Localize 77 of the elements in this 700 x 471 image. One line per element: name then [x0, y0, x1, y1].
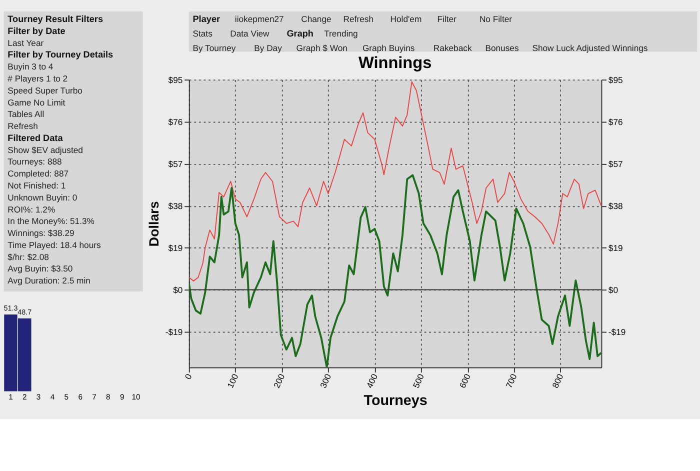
y2-tick-label: $57 — [608, 159, 624, 170]
x-tick-label: 3 — [36, 392, 41, 402]
x-tick-label: 500 — [410, 372, 426, 390]
text: Data View — [230, 28, 270, 38]
text: Speed Super Turbo — [8, 85, 83, 96]
text: Avg Buyin: $3.50 — [8, 264, 73, 274]
x-tick-label: 700 — [504, 372, 519, 390]
x-tick-label: 2 — [22, 392, 27, 402]
text: By Day — [254, 42, 283, 53]
y2-tick-label: $76 — [608, 116, 624, 127]
y-axis-title: Dollars — [146, 201, 162, 247]
text: # Players 1 to 2 — [8, 73, 68, 84]
text: Refresh — [343, 14, 374, 24]
text: Unknown Buyin: 0 — [8, 192, 78, 202]
text: Last Year — [8, 38, 44, 48]
text: Completed: 887 — [8, 168, 69, 179]
x-tick-label: 100 — [225, 372, 240, 390]
x-tick-label: 300 — [318, 372, 334, 390]
chart-title: Winnings — [358, 54, 432, 72]
text: Tourney Result Filters — [8, 14, 104, 24]
text: Tourneys: 888 — [8, 156, 62, 167]
y-tick-label: $57 — [168, 159, 183, 170]
x-tick-label: 10 — [132, 392, 140, 402]
x-tick-label: 600 — [457, 372, 472, 390]
text: Bonuses — [485, 42, 519, 53]
text: Filter by Date — [8, 26, 66, 36]
x-tick-label: 8 — [106, 392, 110, 402]
x-tick-label: 800 — [550, 372, 566, 390]
text: By Tourney — [192, 42, 236, 53]
y2-tick-label: $0 — [608, 285, 618, 296]
y-tick-label: -$19 — [165, 327, 183, 338]
x-tick-label: 6 — [78, 392, 82, 402]
y-tick-label: $0 — [173, 285, 183, 296]
text: Trending — [324, 28, 358, 38]
text: Game No Limit — [8, 97, 66, 108]
text: Graph $ Won — [296, 42, 348, 53]
text: Winnings: $38.29 — [8, 228, 75, 238]
x-tick-label: 7 — [92, 392, 96, 402]
text: In the Money%: 51.3% — [8, 216, 95, 226]
text: Change — [301, 14, 332, 24]
text: Rakeback — [433, 42, 472, 53]
text: Player — [192, 14, 221, 24]
text: Filter by Tourney Details — [8, 50, 114, 60]
text: Hold'em — [390, 14, 422, 24]
x-tick-label: 4 — [50, 392, 56, 402]
text: Tables All — [8, 109, 44, 120]
text: iiokepmen27 — [234, 14, 284, 24]
x-tick-label: 1 — [8, 392, 13, 402]
y-tick-label: $95 — [168, 74, 183, 85]
text: Avg Duration: 2.5 min — [8, 276, 91, 286]
text: Buyin 3 to 4 — [8, 62, 54, 72]
y-tick-label: $38 — [168, 201, 183, 212]
x-tick-label: 9 — [120, 392, 124, 402]
text: No Filter — [479, 14, 512, 24]
text: Filter — [437, 14, 457, 24]
x-tick-label: 200 — [272, 372, 287, 390]
text: Time Played: 18.4 hours — [8, 240, 101, 250]
y2-tick-label: $38 — [608, 201, 624, 212]
text: ROI%: 1.2% — [8, 204, 56, 214]
x-tick-label: 400 — [364, 372, 380, 390]
text: $/hr: $2.08 — [8, 252, 50, 262]
text: Not Finished: 1 — [8, 180, 66, 190]
y2-tick-label: $95 — [608, 74, 624, 85]
y-tick-label: $76 — [168, 116, 183, 127]
text: Stats — [192, 28, 212, 38]
y-tick-label: $19 — [168, 243, 183, 254]
x-tick-label: 5 — [64, 392, 69, 402]
x-tick-label: 0 — [182, 372, 194, 381]
text: Refresh — [8, 121, 38, 132]
y2-tick-label: -$19 — [608, 327, 626, 338]
y2-tick-label: $19 — [608, 243, 624, 254]
text: Show Luck Adjusted Winnings — [532, 42, 648, 53]
text: Filtered Data — [8, 132, 64, 143]
x-axis-title: Tourneys — [364, 392, 428, 409]
text: Graph — [286, 28, 314, 38]
text: Show $EV adjusted — [8, 144, 84, 155]
text: Graph Buyins — [362, 42, 415, 53]
